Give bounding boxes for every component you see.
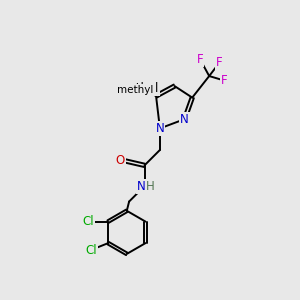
Text: N: N bbox=[180, 113, 189, 126]
Text: methyl: methyl bbox=[118, 82, 159, 95]
Text: O: O bbox=[115, 154, 124, 167]
Text: H: H bbox=[146, 180, 155, 194]
Text: F: F bbox=[196, 52, 203, 66]
Text: Cl: Cl bbox=[82, 215, 94, 228]
Text: F: F bbox=[221, 74, 228, 87]
Text: Cl: Cl bbox=[85, 244, 97, 257]
Text: N: N bbox=[155, 122, 164, 135]
Text: methyl: methyl bbox=[117, 85, 154, 95]
Text: F: F bbox=[216, 56, 223, 69]
Text: N: N bbox=[137, 180, 146, 193]
